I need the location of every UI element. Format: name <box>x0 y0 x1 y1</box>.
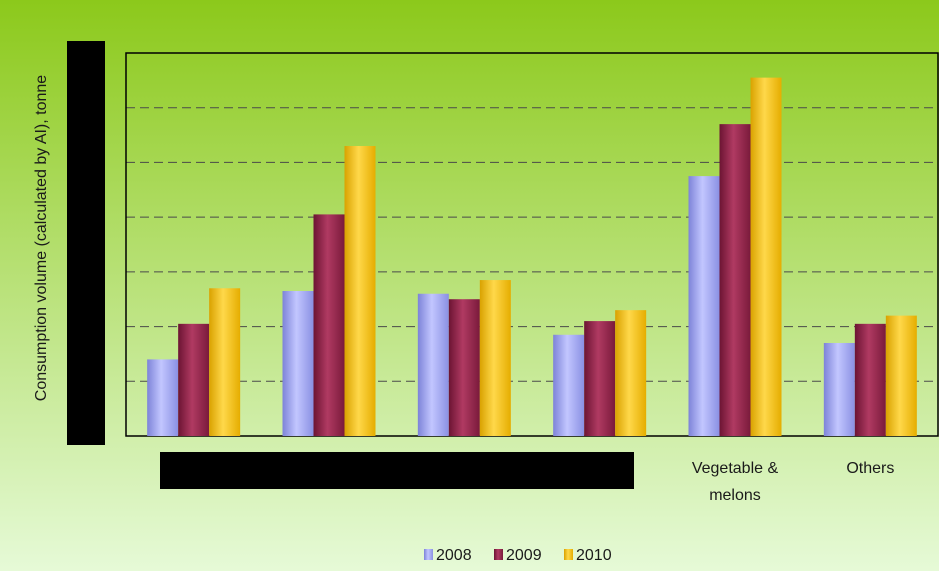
x-axis-redaction-bar <box>160 452 634 489</box>
bars <box>147 77 917 436</box>
plot-area-border <box>125 52 939 437</box>
x-axis-labels: Vegetable & melons Others <box>692 460 894 504</box>
bar-2010-cat2[interactable] <box>344 146 376 436</box>
bar-2009-cat6[interactable] <box>854 323 886 436</box>
bar-2008-cat3[interactable] <box>417 293 449 436</box>
x-tick-label-5: Vegetable & melons <box>692 460 779 504</box>
bar-2009-cat1[interactable] <box>178 323 210 436</box>
bar-2008-cat2[interactable] <box>282 291 314 436</box>
legend[interactable]: 2008 2009 2010 <box>424 547 612 564</box>
bar-2010-cat5[interactable] <box>750 77 782 436</box>
bar-2008-cat5[interactable] <box>688 176 720 436</box>
bar-2009-cat5[interactable] <box>719 124 751 436</box>
legend-label-2010[interactable]: 2010 <box>576 547 612 564</box>
bar-2010-cat6[interactable] <box>885 315 917 436</box>
x-tick-label-6: Others <box>846 460 894 477</box>
legend-swatch-2008 <box>424 549 433 560</box>
y-axis-label: Consumption volume (calculated by AI), t… <box>33 75 50 402</box>
legend-label-2009[interactable]: 2009 <box>506 547 542 564</box>
y-axis-redaction-bar <box>67 41 105 445</box>
bar-2010-cat3[interactable] <box>479 280 511 436</box>
bar-2009-cat4[interactable] <box>584 321 616 436</box>
gridlines <box>126 107 938 382</box>
bar-2008-cat4[interactable] <box>553 334 585 436</box>
bar-2008-cat6[interactable] <box>823 342 855 436</box>
legend-swatch-2010 <box>564 549 573 560</box>
bar-2010-cat1[interactable] <box>209 288 241 436</box>
bar-2008-cat1[interactable] <box>147 359 179 436</box>
bar-2009-cat3[interactable] <box>448 299 480 436</box>
legend-label-2008[interactable]: 2008 <box>436 547 472 564</box>
legend-swatch-2009 <box>494 549 503 560</box>
bar-2009-cat2[interactable] <box>313 214 345 436</box>
bar-2010-cat4[interactable] <box>615 310 647 436</box>
